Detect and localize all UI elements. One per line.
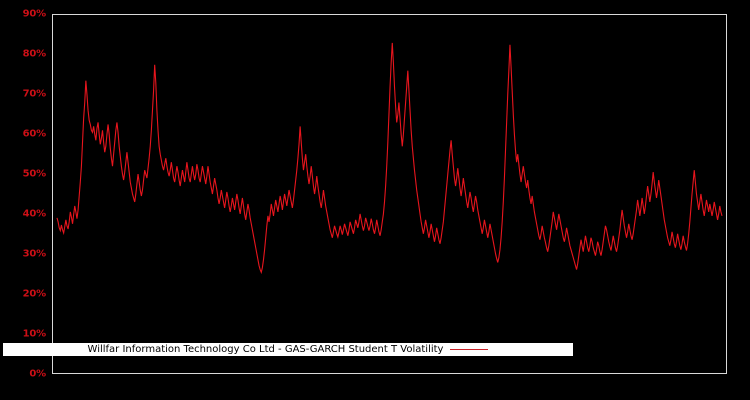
y-tick-label: 70% [22, 88, 47, 100]
legend-label: Willfar Information Technology Co Ltd - … [87, 343, 444, 355]
y-tick-label: 80% [22, 48, 47, 60]
y-tick-label: 0% [29, 368, 46, 380]
y-tick-label: 10% [22, 328, 47, 340]
chart-legend: Willfar Information Technology Co Ltd - … [3, 343, 573, 356]
plot-area [52, 14, 727, 374]
y-tick-label: 50% [22, 168, 47, 180]
volatility-series [56, 42, 723, 275]
y-tick-label: 20% [22, 288, 47, 300]
y-tick-label: 90% [22, 8, 47, 20]
series-line [56, 42, 723, 275]
y-tick-label: 30% [22, 248, 47, 260]
y-axis: 0% 10% 20% 30% 40% 50% 60% 70% 80% 90% [0, 0, 52, 400]
y-tick-label: 40% [22, 208, 47, 220]
legend-line-sample [450, 349, 489, 350]
y-tick-label: 60% [22, 128, 47, 140]
